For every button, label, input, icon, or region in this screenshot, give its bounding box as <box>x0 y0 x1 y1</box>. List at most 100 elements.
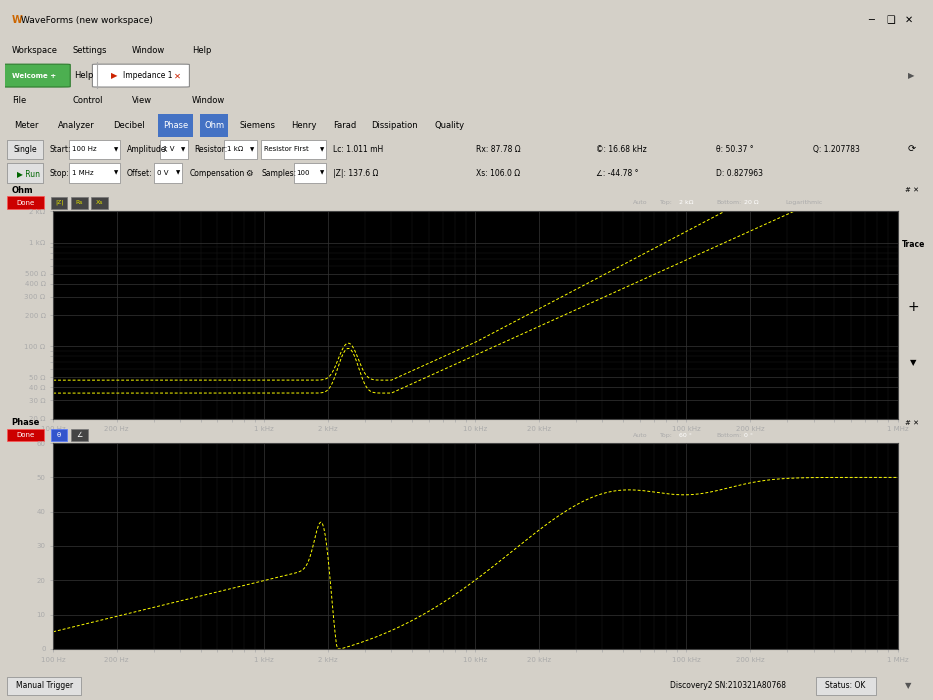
Text: D: 0.827963: D: 0.827963 <box>716 169 763 178</box>
Text: ⚙: ⚙ <box>244 169 252 178</box>
Text: 100: 100 <box>297 170 310 176</box>
Text: Lc: 1.011 mH: Lc: 1.011 mH <box>333 145 383 154</box>
Text: Workspace: Workspace <box>12 46 58 55</box>
FancyBboxPatch shape <box>201 114 229 136</box>
Text: Compensation: Compensation <box>189 169 244 178</box>
Text: ⟳: ⟳ <box>908 144 916 155</box>
Text: Auto: Auto <box>633 200 648 205</box>
Text: Single: Single <box>13 145 36 154</box>
Text: Window: Window <box>192 97 226 105</box>
Text: Xs: 106.0 Ω: Xs: 106.0 Ω <box>476 169 520 178</box>
Text: Offset:: Offset: <box>127 169 152 178</box>
Text: Help: Help <box>74 71 93 80</box>
Text: Resistor First: Resistor First <box>264 146 309 153</box>
Text: Analyzer: Analyzer <box>59 121 95 130</box>
Text: 100 Hz: 100 Hz <box>72 146 97 153</box>
Text: Help: Help <box>192 46 212 55</box>
FancyBboxPatch shape <box>71 197 88 209</box>
Text: Xs: Xs <box>96 200 104 205</box>
Text: Dissipation: Dissipation <box>371 121 418 130</box>
Text: 1 MHz: 1 MHz <box>72 170 93 176</box>
Text: ▶: ▶ <box>111 71 118 80</box>
FancyBboxPatch shape <box>158 114 193 136</box>
Text: Ohm: Ohm <box>11 186 33 195</box>
Text: File: File <box>12 97 26 105</box>
Text: Bottom:: Bottom: <box>716 200 741 205</box>
Text: Status: OK: Status: OK <box>825 682 866 690</box>
FancyBboxPatch shape <box>91 197 108 209</box>
Text: Farad: Farad <box>333 121 356 130</box>
Text: ∠: -44.78 °: ∠: -44.78 ° <box>596 169 638 178</box>
Text: Quality: Quality <box>435 121 465 130</box>
FancyBboxPatch shape <box>154 164 182 183</box>
Text: Done: Done <box>17 432 35 438</box>
FancyBboxPatch shape <box>7 677 81 695</box>
Text: ▼: ▼ <box>320 147 324 152</box>
Text: Settings: Settings <box>72 46 106 55</box>
Text: 2 kΩ: 2 kΩ <box>679 200 693 205</box>
Text: ▼: ▼ <box>905 682 912 690</box>
Text: Welcome +: Welcome + <box>12 73 56 78</box>
FancyBboxPatch shape <box>7 197 45 209</box>
Text: Trace: Trace <box>901 241 926 249</box>
Text: ─: ─ <box>869 15 874 25</box>
Text: Henry: Henry <box>291 121 316 130</box>
Text: 0 °: 0 ° <box>744 433 753 438</box>
Text: Samples:: Samples: <box>261 169 297 178</box>
Text: Manual Trigger: Manual Trigger <box>16 682 73 690</box>
Text: Bottom:: Bottom: <box>716 433 741 438</box>
Text: ▼: ▼ <box>114 147 118 152</box>
Text: |Z|: |Z| <box>55 200 63 205</box>
Text: Top:: Top: <box>661 200 674 205</box>
Text: Auto: Auto <box>633 433 648 438</box>
Text: Rx: 87.78 Ω: Rx: 87.78 Ω <box>476 145 521 154</box>
Text: +: + <box>908 300 919 314</box>
Text: Ohm: Ohm <box>204 121 225 130</box>
Text: ©: 16.68 kHz: ©: 16.68 kHz <box>596 145 647 154</box>
FancyBboxPatch shape <box>71 429 88 441</box>
Text: Top:: Top: <box>661 433 674 438</box>
Text: Q: 1.207783: Q: 1.207783 <box>813 145 859 154</box>
Text: 1 V: 1 V <box>162 146 174 153</box>
Text: ❑: ❑ <box>886 15 896 25</box>
Text: ∠: ∠ <box>77 432 83 438</box>
FancyBboxPatch shape <box>815 677 876 695</box>
Text: ▼: ▼ <box>175 171 180 176</box>
Text: Phase: Phase <box>11 419 39 427</box>
FancyBboxPatch shape <box>7 140 43 159</box>
Text: Start:: Start: <box>49 145 71 154</box>
FancyBboxPatch shape <box>225 140 257 159</box>
Text: ✕: ✕ <box>905 15 913 25</box>
Text: ▼: ▼ <box>911 358 916 368</box>
Text: |Z|: 137.6 Ω: |Z|: 137.6 Ω <box>333 169 379 178</box>
Text: Rs: Rs <box>76 200 83 205</box>
Text: # ✕: # ✕ <box>905 420 919 426</box>
Text: ▼: ▼ <box>114 171 118 176</box>
Text: # ✕: # ✕ <box>905 188 919 193</box>
FancyBboxPatch shape <box>92 64 189 87</box>
Text: Stop:: Stop: <box>49 169 69 178</box>
FancyBboxPatch shape <box>7 164 43 183</box>
Text: ✕: ✕ <box>174 71 181 80</box>
Text: Meter: Meter <box>15 121 39 130</box>
Text: Window: Window <box>132 46 165 55</box>
Text: 60 °: 60 ° <box>679 433 691 438</box>
Text: Resistor:: Resistor: <box>194 145 228 154</box>
Text: Impedance 1: Impedance 1 <box>123 71 173 80</box>
Text: 20 Ω: 20 Ω <box>744 200 759 205</box>
Text: ▶ Run: ▶ Run <box>17 169 40 178</box>
FancyBboxPatch shape <box>294 164 327 183</box>
FancyBboxPatch shape <box>51 197 67 209</box>
Text: ▼: ▼ <box>320 171 324 176</box>
Text: Done: Done <box>17 199 35 206</box>
Text: Decibel: Decibel <box>113 121 145 130</box>
Text: 0 V: 0 V <box>157 170 169 176</box>
Text: θ: 50.37 °: θ: 50.37 ° <box>716 145 754 154</box>
Text: WaveForms (new workspace): WaveForms (new workspace) <box>21 15 153 24</box>
Text: Discovery2 SN:210321A80768: Discovery2 SN:210321A80768 <box>670 682 786 690</box>
Text: View: View <box>132 97 152 105</box>
Text: θ: θ <box>57 432 62 438</box>
Text: Logarithmic: Logarithmic <box>786 200 823 205</box>
Text: ▼: ▼ <box>181 147 186 152</box>
FancyBboxPatch shape <box>69 164 120 183</box>
